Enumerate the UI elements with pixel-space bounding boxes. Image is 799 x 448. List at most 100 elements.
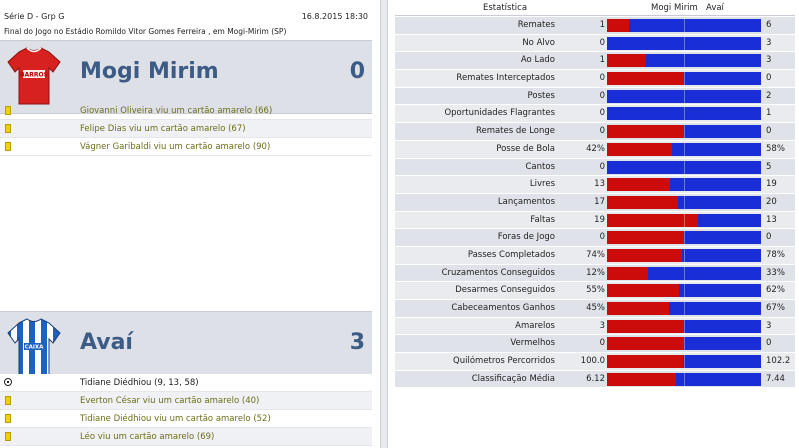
- stat-home-value: 0: [599, 73, 605, 84]
- home-team-score: 0: [349, 59, 365, 84]
- event-text[interactable]: Everton César viu um cartão amarelo (40): [80, 396, 260, 406]
- home-team-name[interactable]: Mogi Mirim: [80, 59, 219, 84]
- away-team-panel[interactable]: CAIXA Avaí 3: [0, 311, 372, 385]
- stat-home-bar: [607, 266, 649, 280]
- stat-row: Cantos 0 5: [395, 158, 795, 177]
- stat-away-value: 33%: [766, 267, 785, 278]
- yellow-card-icon: [5, 414, 11, 423]
- event-row: Tidiane Diédhiou (9, 13, 58): [0, 374, 372, 392]
- event-row: Everton César viu um cartão amarelo (40): [0, 392, 372, 410]
- header-away-team: Avaí: [706, 3, 724, 13]
- stat-away-value: 58%: [766, 143, 785, 154]
- away-team-score: 3: [349, 330, 365, 355]
- bar-midline: [684, 355, 685, 369]
- stat-away-value: 6: [766, 20, 772, 30]
- stat-label: Livres: [529, 179, 555, 190]
- stat-row: Postes 0 2: [395, 87, 795, 106]
- stat-row: Ao Lado 1 3: [395, 52, 795, 71]
- stat-away-value: 3: [766, 320, 772, 331]
- stat-away-value: 0: [766, 338, 772, 349]
- stat-home-bar: [607, 319, 684, 333]
- event-row: Vágner Garibaldi viu um cartão amarelo (…: [0, 138, 372, 156]
- event-text[interactable]: Tidiane Diédhiou (9, 13, 58): [80, 378, 199, 388]
- stat-away-value: 0: [766, 232, 772, 243]
- stat-label: Oportunidades Flagrantes: [444, 108, 555, 119]
- stat-home-bar: [607, 19, 630, 32]
- bar-midline: [684, 319, 685, 333]
- stat-home-bar: [607, 372, 677, 386]
- stat-home-value: 1: [599, 55, 605, 66]
- match-summary-panel: Série D - Grp G 16.8.2015 18:30 Final do…: [0, 0, 372, 448]
- match-datetime: 16.8.2015 18:30: [301, 12, 368, 21]
- bar-midline: [684, 142, 685, 156]
- event-row: Giovanni Oliveira viu um cartão amarelo …: [0, 102, 372, 120]
- home-events-list: Giovanni Oliveira viu um cartão amarelo …: [0, 102, 372, 156]
- event-row: Felipe Dias viu um cartão amarelo (67): [0, 120, 372, 138]
- panel-divider[interactable]: [380, 0, 388, 448]
- bar-midline: [684, 248, 685, 262]
- event-text[interactable]: Léo viu um cartão amarelo (69): [80, 432, 215, 442]
- stat-away-value: 0: [766, 126, 772, 137]
- event-text[interactable]: Vágner Garibaldi viu um cartão amarelo (…: [80, 142, 271, 152]
- stat-row: Oportunidades Flagrantes 0 1: [395, 105, 795, 124]
- stat-away-value: 2: [766, 90, 772, 101]
- home-team-panel[interactable]: BARROS Mogi Mirim 0: [0, 40, 372, 114]
- stat-label: Cabeceamentos Ganhos: [451, 303, 555, 313]
- event-text[interactable]: Felipe Dias viu um cartão amarelo (67): [80, 124, 246, 134]
- stat-home-value: 3: [599, 320, 605, 331]
- stat-label: Vermelhos: [510, 338, 555, 349]
- away-team-name[interactable]: Avaí: [80, 330, 133, 355]
- stat-comparison-bar: [607, 302, 761, 315]
- stat-home-value: 0: [599, 161, 605, 172]
- stat-home-value: 0: [599, 108, 605, 119]
- stat-label: Faltas: [530, 214, 555, 225]
- stat-comparison-bar: [607, 195, 761, 209]
- stat-home-value: 0: [599, 37, 605, 48]
- bar-midline: [684, 125, 685, 139]
- stat-home-bar: [607, 178, 670, 192]
- bar-midline: [684, 36, 685, 50]
- stat-label: Classificação Média: [471, 373, 555, 384]
- yellow-card-icon: [5, 142, 11, 151]
- stat-home-value: 45%: [586, 303, 605, 313]
- stat-comparison-bar: [607, 107, 761, 121]
- bar-midline: [684, 195, 685, 209]
- bar-midline: [684, 302, 685, 315]
- stat-away-value: 13: [766, 214, 777, 225]
- competition-label: Série D - Grp G: [4, 12, 65, 21]
- stat-row: Lançamentos 17 20: [395, 193, 795, 212]
- bar-midline: [684, 178, 685, 192]
- bar-midline: [684, 337, 685, 351]
- yellow-card-icon: [5, 396, 11, 405]
- event-text[interactable]: Giovanni Oliveira viu um cartão amarelo …: [80, 106, 273, 116]
- stat-home-bar: [607, 54, 646, 68]
- stat-row: Foras de Jogo 0 0: [395, 229, 795, 247]
- stat-comparison-bar: [607, 72, 761, 86]
- stat-comparison-bar: [607, 36, 761, 50]
- event-text[interactable]: Tidiane Diédhiou viu um cartão amarelo (…: [80, 414, 271, 424]
- away-events-list: Tidiane Diédhiou (9, 13, 58) Everton Cés…: [0, 374, 372, 446]
- stat-home-value: 12%: [586, 267, 605, 278]
- away-jersey-icon: CAIXA: [7, 318, 61, 376]
- bar-midline: [684, 72, 685, 86]
- stat-label: Ao Lado: [520, 55, 555, 66]
- stat-home-bar: [607, 72, 684, 86]
- stat-label: Remates Interceptados: [456, 73, 555, 84]
- stat-comparison-bar: [607, 54, 761, 68]
- stat-home-value: 13: [594, 179, 605, 190]
- header-home-team: Mogi Mirim: [651, 3, 698, 13]
- stat-label: Postes: [527, 90, 555, 101]
- stat-row: Posse de Bola 42% 58%: [395, 140, 795, 159]
- yellow-card-icon: [5, 432, 11, 441]
- stat-label: Cantos: [525, 161, 556, 172]
- stat-row: Remates de Longe 0 0: [395, 123, 795, 141]
- bar-midline: [684, 160, 685, 174]
- stat-home-value: 0: [599, 232, 605, 243]
- stat-home-value: 100.0: [580, 356, 605, 367]
- stat-home-value: 1: [599, 20, 605, 30]
- stat-row: Cabeceamentos Ganhos 45% 67%: [395, 300, 795, 318]
- yellow-card-icon: [5, 124, 11, 133]
- stat-away-value: 62%: [766, 285, 785, 296]
- stat-comparison-bar: [607, 266, 761, 280]
- stat-row: Amarelos 3 3: [395, 317, 795, 336]
